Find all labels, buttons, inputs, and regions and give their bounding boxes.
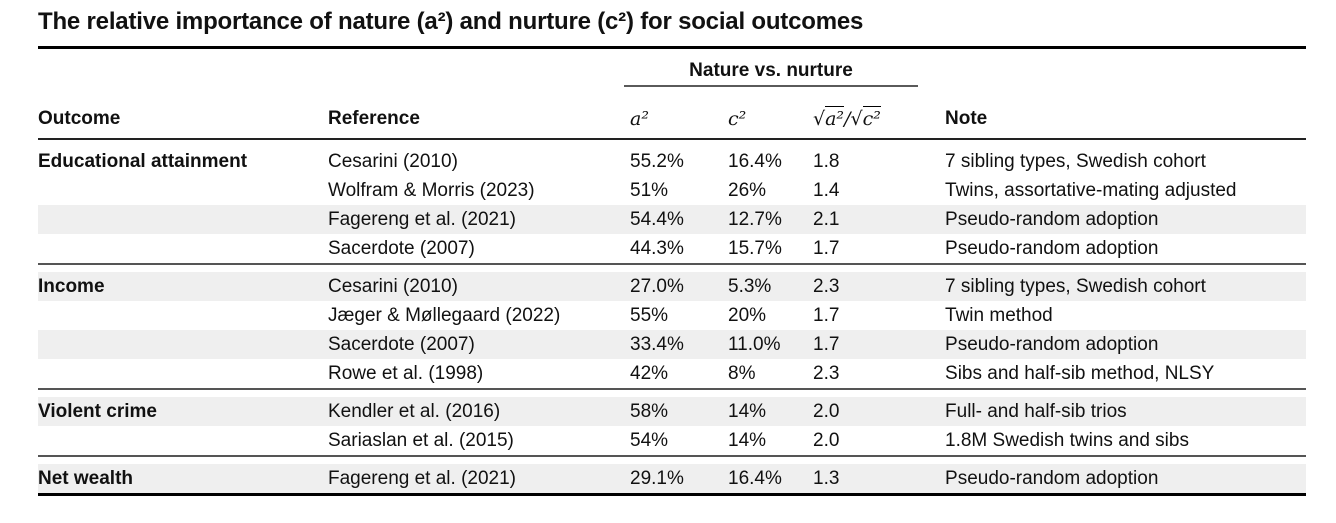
cell-note: Twins, assortative-mating adjusted [945, 180, 1237, 201]
table-row: Sariaslan et al. (2015) 54% 14% 2.0 1.8M… [38, 426, 1306, 456]
cell-a2: 54.4% [630, 205, 728, 234]
cell-ratio: 1.7 [813, 238, 840, 259]
cell-a2: 33.4% [630, 330, 728, 359]
cell-c2: 8% [728, 363, 756, 384]
cell-ratio: 1.7 [813, 305, 840, 326]
group-header: Nature vs. nurture [624, 60, 919, 87]
cell-outcome [38, 359, 328, 389]
column-header-row: Outcome Reference a² c² √a²/√c² Note [38, 87, 1306, 139]
cell-a2: 44.3% [630, 238, 684, 259]
table-row: Fagereng et al. (2021) 54.4% 12.7% 2.1 P… [38, 205, 1307, 234]
cell-a2: 51% [630, 180, 669, 201]
cell-outcome [38, 176, 328, 205]
cell-c2: 16.4% [728, 151, 782, 172]
cell-outcome [38, 426, 328, 456]
table-row: Violent crime Kendler et al. (2016) 58% … [38, 397, 1307, 426]
cell-c2: 12.7% [728, 205, 813, 234]
section-divider [38, 263, 1307, 272]
cell-a2: 27.0% [630, 272, 728, 301]
cell-reference: Cesarini (2010) [328, 272, 630, 301]
cell-ratio: 1.4 [813, 180, 840, 201]
section-divider [38, 388, 1307, 397]
cell-ratio: 1.8 [813, 151, 840, 172]
data-table: Nature vs. nurture Outcome Reference a² … [38, 49, 1307, 496]
cell-note: Pseudo-random adoption [945, 205, 1307, 234]
col-header-reference: Reference [328, 108, 420, 129]
cell-note: Full- and half-sib trios [945, 397, 1307, 426]
cell-reference: Jæger & Møllegaard (2022) [328, 305, 561, 326]
cell-outcome [38, 205, 328, 234]
cell-c2: 5.3% [728, 272, 813, 301]
cell-a2: 55% [630, 305, 669, 326]
cell-a2: 58% [630, 397, 728, 426]
cell-note: Pseudo-random adoption [945, 330, 1307, 359]
cell-c2: 16.4% [728, 464, 813, 495]
cell-outcome [38, 301, 328, 330]
cell-a2: 55.2% [630, 151, 684, 172]
cell-c2: 14% [728, 430, 767, 451]
cell-outcome [38, 330, 328, 359]
cell-ratio: 2.1 [813, 205, 946, 234]
cell-c2: 26% [728, 180, 767, 201]
cell-reference: Sacerdote (2007) [328, 238, 475, 259]
cell-a2: 29.1% [630, 464, 728, 495]
group-header-row: Nature vs. nurture [38, 49, 1306, 87]
col-header-note: Note [945, 108, 988, 129]
cell-outcome [38, 234, 328, 264]
cell-note: Twin method [945, 305, 1053, 326]
section-divider [38, 455, 1307, 464]
cell-a2: 54% [630, 430, 669, 451]
table-header: Nature vs. nurture Outcome Reference a² … [38, 49, 1307, 139]
cell-ratio: 1.7 [813, 330, 946, 359]
table-row: Rowe et al. (1998) 42% 8% 2.3 Sibs and h… [38, 359, 1306, 389]
cell-c2: 14% [728, 397, 813, 426]
cell-a2: 42% [630, 363, 669, 384]
cell-note: Sibs and half-sib method, NLSY [945, 363, 1215, 384]
cell-ratio: 2.0 [813, 430, 840, 451]
cell-reference: Sacerdote (2007) [328, 330, 630, 359]
cell-c2: 15.7% [728, 238, 782, 259]
cell-note: 7 sibling types, Swedish cohort [945, 272, 1307, 301]
cell-note: Pseudo-random adoption [945, 464, 1307, 495]
table-row: Net wealth Fagereng et al. (2021) 29.1% … [38, 464, 1307, 495]
col-header-c2: c² [728, 108, 747, 130]
table-row: Jæger & Møllegaard (2022) 55% 20% 1.7 Tw… [38, 301, 1306, 330]
cell-reference: Fagereng et al. (2021) [328, 464, 630, 495]
cell-reference: Kendler et al. (2016) [328, 397, 630, 426]
cell-ratio: 2.3 [813, 272, 946, 301]
cell-reference: Sariaslan et al. (2015) [328, 430, 514, 451]
table-row: Income Cesarini (2010) 27.0% 5.3% 2.3 7 … [38, 272, 1307, 301]
cell-reference: Cesarini (2010) [328, 151, 458, 172]
cell-c2: 11.0% [728, 330, 813, 359]
cell-note: Pseudo-random adoption [945, 238, 1159, 259]
cell-outcome: Violent crime [38, 397, 328, 426]
cell-outcome: Educational attainment [38, 151, 248, 172]
col-header-outcome: Outcome [38, 108, 121, 129]
table-row: Sacerdote (2007) 33.4% 11.0% 1.7 Pseudo-… [38, 330, 1307, 359]
cell-reference: Wolfram & Morris (2023) [328, 180, 535, 201]
cell-outcome: Income [38, 272, 328, 301]
table-row: Sacerdote (2007) 44.3% 15.7% 1.7 Pseudo-… [38, 234, 1306, 264]
page: The relative importance of nature (a²) a… [38, 6, 1307, 496]
cell-note: 1.8M Swedish twins and sibs [945, 430, 1189, 451]
cell-outcome: Net wealth [38, 464, 328, 495]
cell-ratio: 2.0 [813, 397, 946, 426]
cell-note: 7 sibling types, Swedish cohort [945, 151, 1206, 172]
table-row: Educational attainment Cesarini (2010) 5… [38, 147, 1306, 176]
cell-reference: Rowe et al. (1998) [328, 363, 484, 384]
cell-reference: Fagereng et al. (2021) [328, 205, 630, 234]
col-header-a2: a² [630, 108, 649, 130]
table-body: Educational attainment Cesarini (2010) 5… [38, 139, 1307, 495]
table-row: Wolfram & Morris (2023) 51% 26% 1.4 Twin… [38, 176, 1306, 205]
cell-ratio: 1.3 [813, 464, 946, 495]
cell-c2: 20% [728, 305, 767, 326]
cell-ratio: 2.3 [813, 363, 840, 384]
col-header-ratio: √a²/√c² [813, 106, 881, 130]
table-title: The relative importance of nature (a²) a… [38, 6, 1306, 49]
